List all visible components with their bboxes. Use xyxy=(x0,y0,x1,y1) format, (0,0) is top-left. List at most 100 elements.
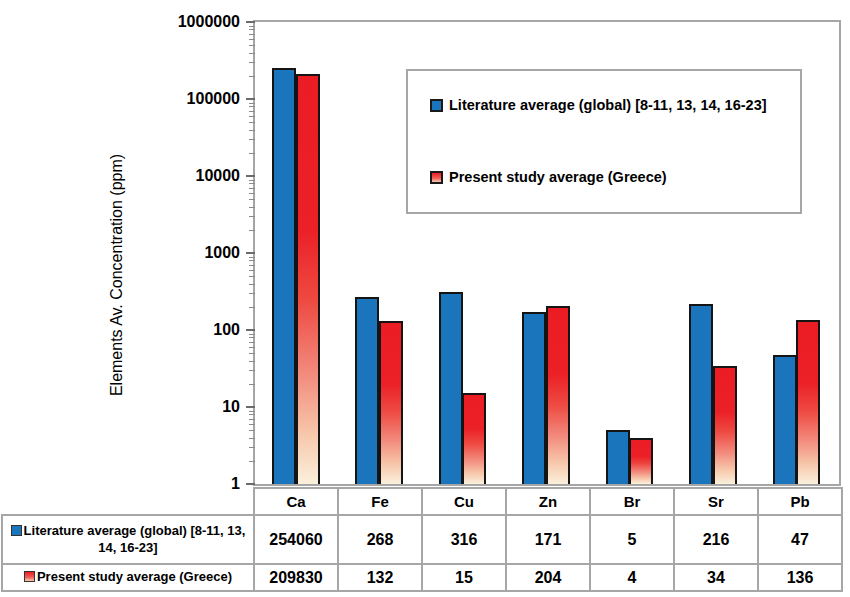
bar-sr-present-study xyxy=(713,366,737,484)
y-axis-minor-tick xyxy=(249,62,255,63)
y-axis-minor-tick xyxy=(249,438,255,439)
y-axis-minor-tick xyxy=(249,270,255,271)
y-axis-minor-tick xyxy=(249,447,255,448)
y-axis-major-tick xyxy=(246,329,255,331)
y-axis-minor-tick xyxy=(249,216,255,217)
table-value-cell: 5 xyxy=(590,515,674,564)
table-value-cell: 209830 xyxy=(254,564,338,591)
y-axis-minor-tick xyxy=(249,106,255,107)
legend-item: Present study average (Greece) xyxy=(430,169,667,185)
y-axis-minor-tick xyxy=(249,53,255,54)
table-header-row: CaFeCuZnBrSrPb xyxy=(2,488,842,515)
y-axis-tick-label: 100 xyxy=(145,321,240,339)
y-axis-major-tick xyxy=(246,98,255,100)
table-row: Present study average (Greece)2098301321… xyxy=(2,564,842,591)
bar-sr-literature xyxy=(689,304,713,484)
y-axis-minor-tick xyxy=(249,337,255,338)
y-axis-minor-tick xyxy=(249,180,255,181)
y-axis-minor-tick xyxy=(249,334,255,335)
y-axis-tick-label: 1000 xyxy=(145,244,240,262)
y-axis-minor-tick xyxy=(249,430,255,431)
y-axis-minor-tick xyxy=(249,461,255,462)
y-axis-minor-tick xyxy=(249,384,255,385)
x-axis-category-label: Br xyxy=(590,488,674,515)
concentration-table: CaFeCuZnBrSrPbLiterature average (global… xyxy=(1,487,843,592)
table-corner-blank xyxy=(2,488,254,515)
bar-ca-present-study xyxy=(296,74,320,484)
y-axis-minor-tick xyxy=(249,45,255,46)
y-axis-tick-label: 1000000 xyxy=(145,13,240,31)
y-axis-minor-tick xyxy=(249,26,255,27)
plot-area: Literature average (global) [8-11, 13, 1… xyxy=(253,20,841,486)
bar-cu-literature xyxy=(439,292,463,484)
legend-swatch-present-study-icon xyxy=(430,171,443,184)
table-row: Literature average (global) [8-11, 13, 1… xyxy=(2,515,842,564)
table-value-cell: 34 xyxy=(674,564,758,591)
y-axis-minor-tick xyxy=(249,183,255,184)
table-swatch-literature-icon xyxy=(11,525,22,536)
y-axis-tick-label: 10 xyxy=(145,398,240,416)
x-axis-category-label: Zn xyxy=(506,488,590,515)
y-axis-minor-tick xyxy=(249,29,255,30)
y-axis-major-tick xyxy=(246,252,255,254)
y-axis-minor-tick xyxy=(249,293,255,294)
y-axis-minor-tick xyxy=(249,153,255,154)
table-value-cell: 216 xyxy=(674,515,758,564)
bar-pb-present-study xyxy=(796,320,820,484)
y-axis-minor-tick xyxy=(249,111,255,112)
legend-item: Literature average (global) [8-11, 13, 1… xyxy=(430,97,767,113)
y-axis-minor-tick xyxy=(249,411,255,412)
table-value-cell: 316 xyxy=(422,515,506,564)
y-axis-minor-tick xyxy=(249,122,255,123)
table-value-cell: 15 xyxy=(422,564,506,591)
bar-zn-literature xyxy=(522,312,546,484)
figure-element-concentration-chart: Elements Av. Concentration (ppm) 1000000… xyxy=(0,0,850,597)
y-axis-major-tick xyxy=(246,21,255,23)
y-axis-title: Elements Av. Concentration (ppm) xyxy=(107,125,127,425)
x-axis-category-label: Ca xyxy=(254,488,338,515)
y-axis-tick-label: 100000 xyxy=(145,90,240,108)
bar-br-literature xyxy=(606,430,630,484)
y-axis-minor-tick xyxy=(249,199,255,200)
y-axis-minor-tick xyxy=(249,76,255,77)
bar-br-present-study xyxy=(629,438,653,484)
x-axis-category-label: Cu xyxy=(422,488,506,515)
y-axis-minor-tick xyxy=(249,34,255,35)
y-axis-minor-tick xyxy=(249,130,255,131)
y-axis-major-tick xyxy=(246,483,255,485)
y-axis-minor-tick xyxy=(249,257,255,258)
bar-fe-literature xyxy=(355,297,379,484)
table-value-cell: 204 xyxy=(506,564,590,591)
y-axis-minor-tick xyxy=(249,361,255,362)
y-axis-minor-tick xyxy=(249,139,255,140)
y-axis-minor-tick xyxy=(249,284,255,285)
legend-label: Literature average (global) [8-11, 13, 1… xyxy=(449,97,767,113)
y-axis-minor-tick xyxy=(249,276,255,277)
table-value-cell: 47 xyxy=(758,515,842,564)
table-value-cell: 268 xyxy=(338,515,422,564)
y-axis-minor-tick xyxy=(249,347,255,348)
y-axis-minor-tick xyxy=(249,419,255,420)
y-axis-minor-tick xyxy=(249,207,255,208)
legend-box: Literature average (global) [8-11, 13, 1… xyxy=(406,69,802,214)
y-axis-minor-tick xyxy=(249,424,255,425)
x-axis-category-label: Sr xyxy=(674,488,758,515)
y-axis-minor-tick xyxy=(249,103,255,104)
x-axis-category-label: Pb xyxy=(758,488,842,515)
y-axis-minor-tick xyxy=(249,116,255,117)
bar-fe-present-study xyxy=(379,321,403,484)
y-axis-minor-tick xyxy=(249,353,255,354)
y-axis-minor-tick xyxy=(249,39,255,40)
table-value-cell: 4 xyxy=(590,564,674,591)
legend-swatch-literature-icon xyxy=(430,99,443,112)
x-axis-category-label: Fe xyxy=(338,488,422,515)
table-value-cell: 136 xyxy=(758,564,842,591)
y-axis-minor-tick xyxy=(249,414,255,415)
y-axis-major-tick xyxy=(246,406,255,408)
table-row-label: Literature average (global) [8-11, 13, 1… xyxy=(2,515,254,564)
table-value-cell: 132 xyxy=(338,564,422,591)
y-axis-major-tick xyxy=(246,175,255,177)
table-value-cell: 254060 xyxy=(254,515,338,564)
y-axis-tick-label: 10000 xyxy=(145,167,240,185)
bar-zn-present-study xyxy=(546,306,570,484)
